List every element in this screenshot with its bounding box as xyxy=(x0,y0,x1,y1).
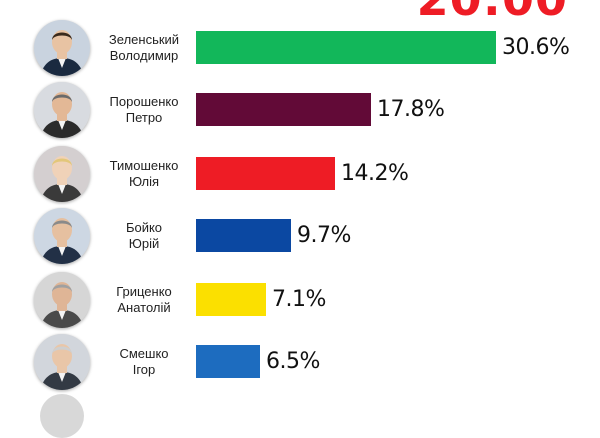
candidate-surname: Бойко xyxy=(125,220,163,235)
candidate-row: Тимошенко Юлія 14.2% xyxy=(0,146,600,206)
candidate-name: Смешко Ігор xyxy=(98,346,190,378)
result-bar xyxy=(196,157,335,190)
result-bar xyxy=(196,283,266,316)
candidate-photo-icon xyxy=(34,146,90,202)
candidate-surname: Зеленський xyxy=(108,32,180,47)
result-value-label: 17.8% xyxy=(377,97,445,122)
candidate-surname: Смешко xyxy=(119,346,169,361)
candidate-surname: Гриценко xyxy=(116,284,172,299)
candidate-surname: Порошенко xyxy=(109,94,179,109)
result-bar xyxy=(196,31,496,64)
candidate-row: Бойко Юрій 9.7% xyxy=(0,208,600,268)
candidate-first-name: Юлія xyxy=(128,174,160,189)
candidate-row: Зеленський Володимир 30.6% xyxy=(0,20,600,80)
candidate-first-name: Петро xyxy=(125,110,163,125)
candidate-name: Бойко Юрій xyxy=(98,220,190,252)
candidate-photo-icon xyxy=(34,272,90,328)
result-value-label: 9.7% xyxy=(297,223,351,248)
candidate-row: Гриценко Анатолій 7.1% xyxy=(0,272,600,332)
candidate-row: Смешко Ігор 6.5% xyxy=(0,334,600,394)
results-chart: Зеленський Володимир 30.6% Порошенко Петро 17… xyxy=(0,20,600,394)
candidate-name: Зеленський Володимир xyxy=(98,32,190,64)
result-bar xyxy=(196,93,371,126)
result-bar xyxy=(196,345,260,378)
candidate-photo-icon xyxy=(34,20,90,76)
candidate-row: Порошенко Петро 17.8% xyxy=(0,82,600,142)
candidate-first-name: Юрій xyxy=(128,236,160,251)
candidate-name: Тимошенко Юлія xyxy=(98,158,190,190)
candidate-first-name: Ігор xyxy=(132,362,156,377)
candidate-photo-icon xyxy=(34,334,90,390)
candidate-first-name: Володимир xyxy=(109,48,179,63)
candidate-name: Гриценко Анатолій xyxy=(98,284,190,316)
result-value-label: 7.1% xyxy=(272,287,326,312)
candidate-photo-icon xyxy=(34,82,90,138)
candidate-first-name: Анатолій xyxy=(117,300,171,315)
candidate-surname: Тимошенко xyxy=(109,158,179,173)
next-candidate-avatar xyxy=(40,394,84,438)
result-value-label: 6.5% xyxy=(266,349,320,374)
candidate-name: Порошенко Петро xyxy=(98,94,190,126)
result-value-label: 30.6% xyxy=(502,35,570,60)
result-value-label: 14.2% xyxy=(341,161,409,186)
header-time: 20:00 xyxy=(417,0,568,26)
candidate-photo-icon xyxy=(34,208,90,264)
result-bar xyxy=(196,219,291,252)
